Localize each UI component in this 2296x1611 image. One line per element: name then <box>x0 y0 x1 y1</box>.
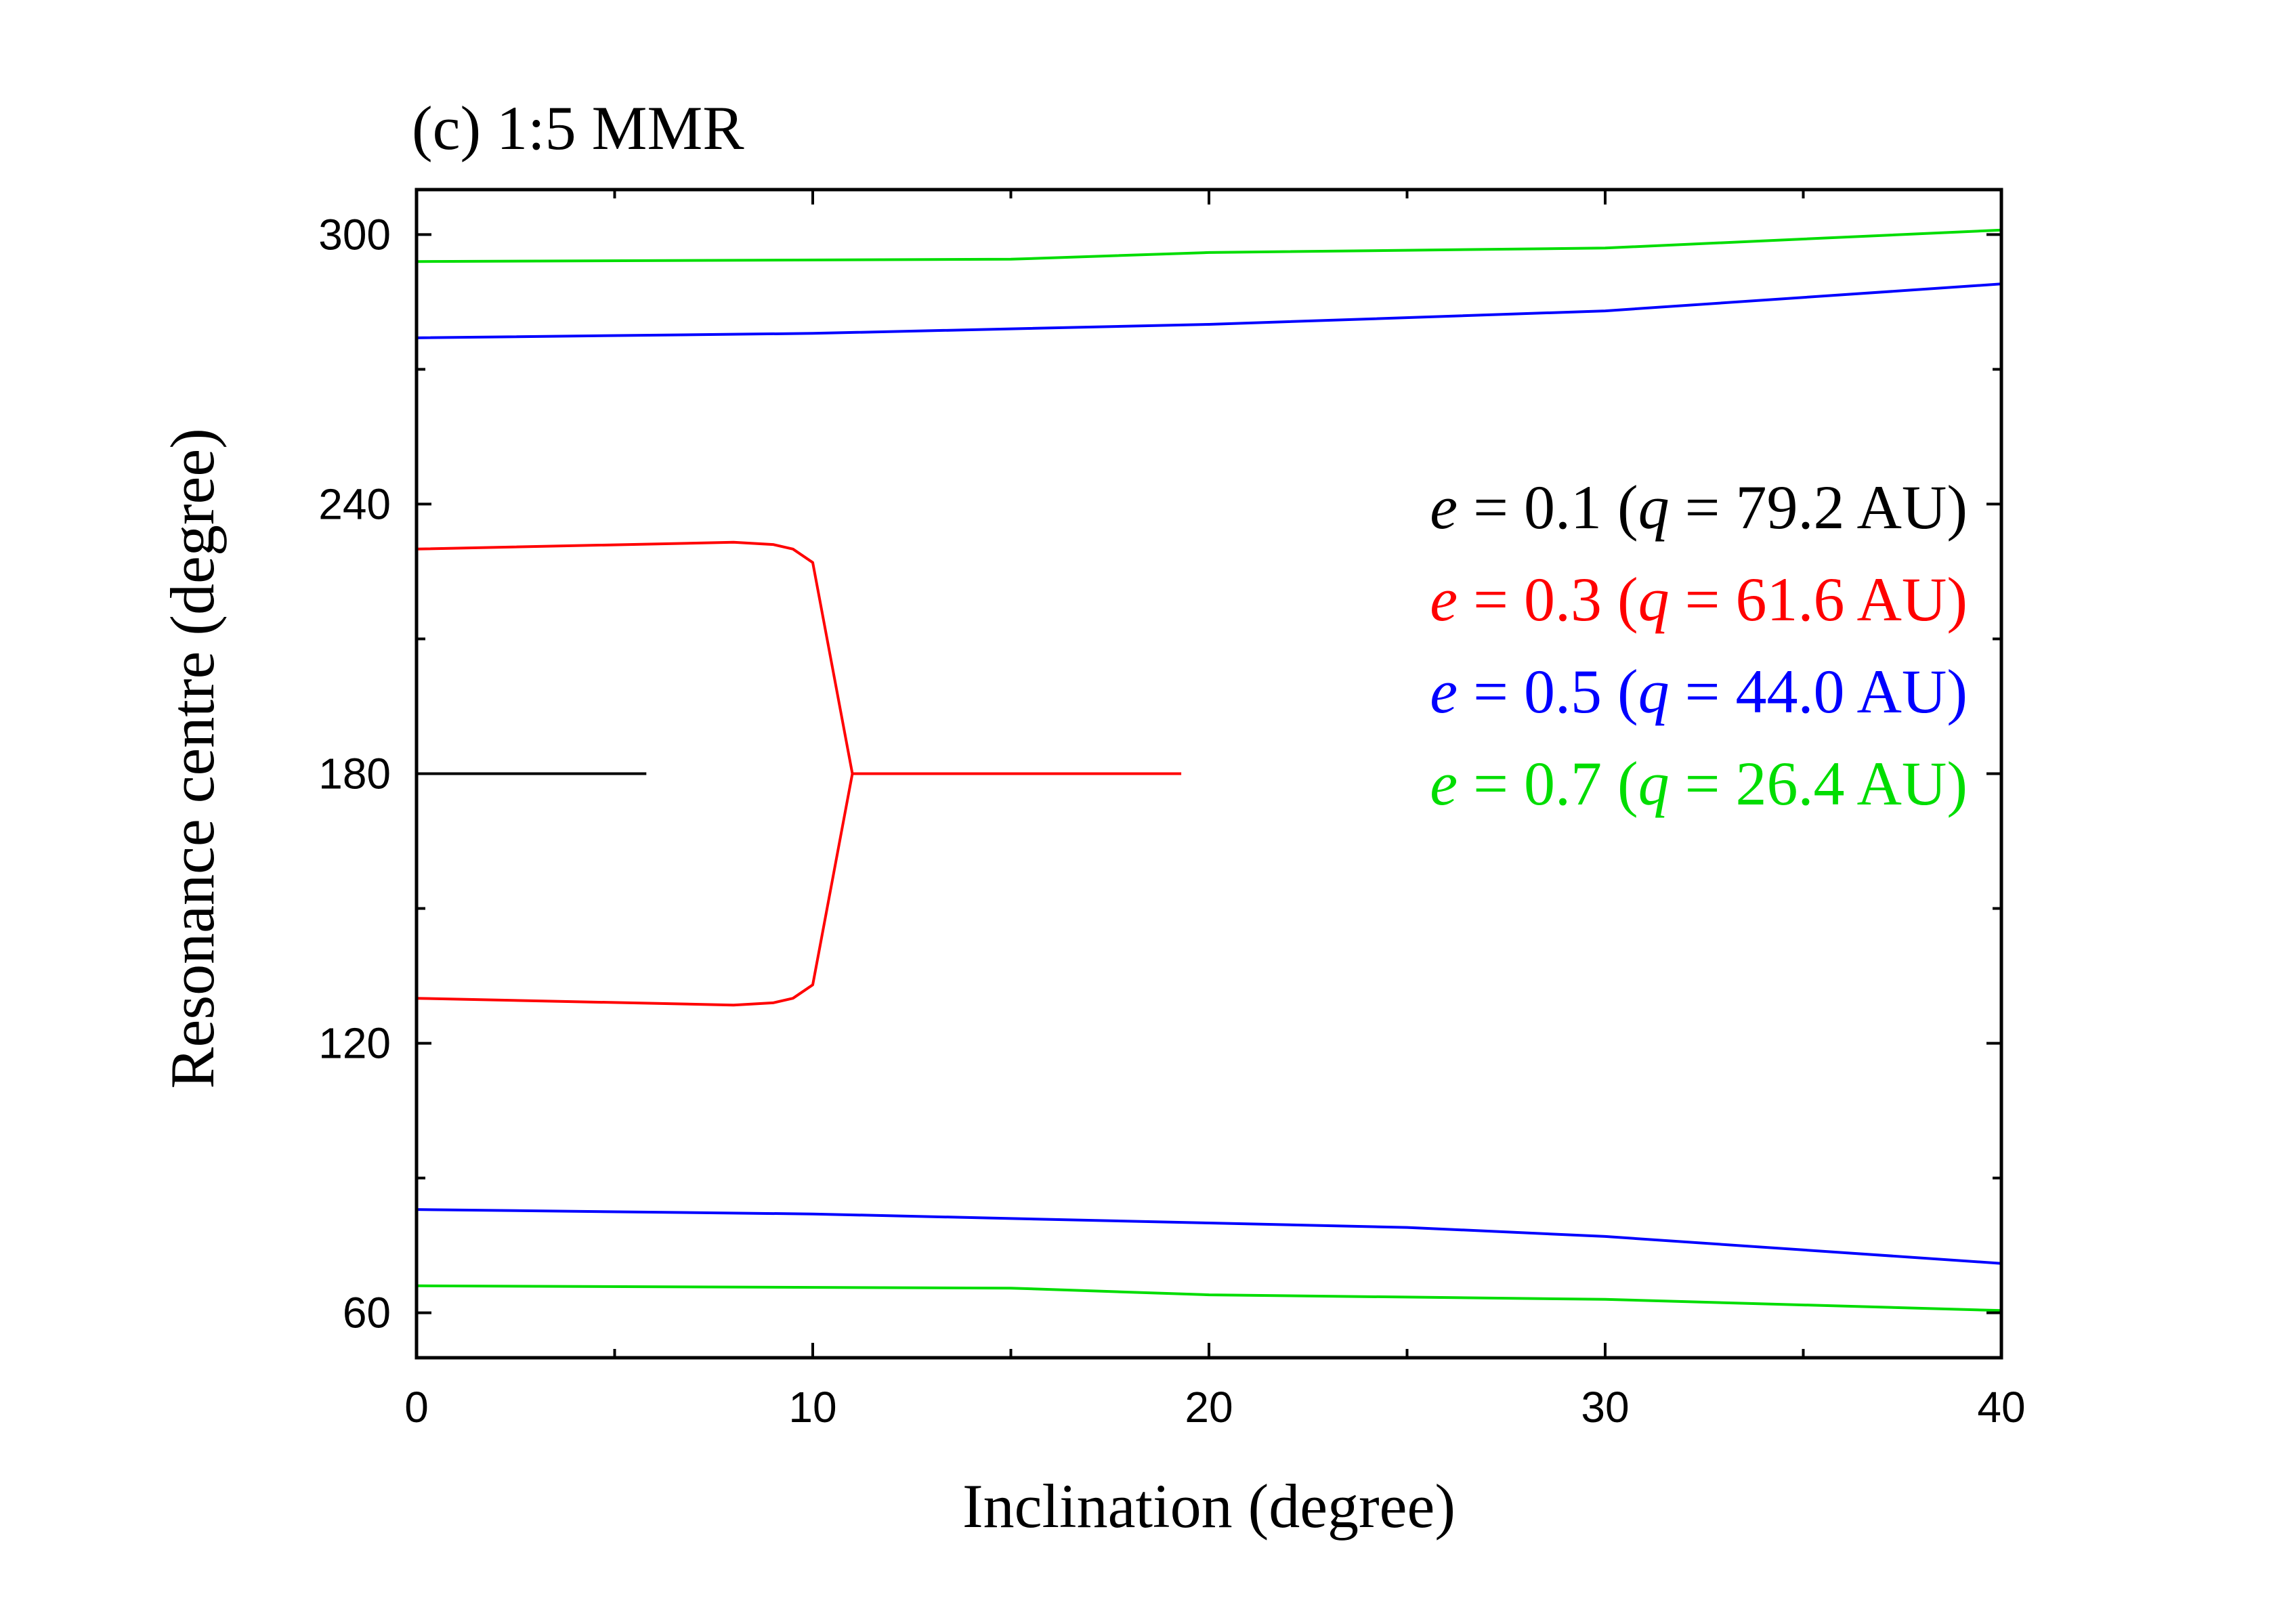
legend-text: = 61.6 AU) <box>1670 565 1968 634</box>
legend-variable: e <box>1430 565 1458 634</box>
series-line-e-0-7-lower <box>416 1284 2002 1312</box>
legend-entry: e = 0.3 (q = 61.6 AU) <box>1430 565 1968 634</box>
tick-labels-layer: 0 10 20 30 40 60 120 180 240 300 <box>318 210 2025 1432</box>
series-line-e-0-5-upper <box>416 282 2002 339</box>
chart-title: (c) 1:5 MMR <box>412 93 744 163</box>
legend-text: = 26.4 AU) <box>1670 749 1968 818</box>
x-tick-label: 40 <box>1977 1383 2025 1432</box>
legend-variable: q <box>1638 749 1670 818</box>
legend-text: 0.3 ( <box>1524 565 1638 634</box>
legend-text: 0.5 ( <box>1524 657 1638 726</box>
x-axis-label: Inclination (degree) <box>962 1472 1455 1541</box>
legend-text: = 44.0 AU) <box>1670 657 1968 726</box>
x-tick-label: 20 <box>1185 1383 1233 1432</box>
legend-text: = 79.2 AU) <box>1670 473 1968 542</box>
legend-variable: e <box>1430 749 1458 818</box>
legend-text: = <box>1458 749 1524 818</box>
legend-variable: q <box>1638 657 1670 726</box>
legend: e = 0.1 (q = 79.2 AU)e = 0.3 (q = 61.6 A… <box>1430 473 1968 818</box>
y-tick-label: 240 <box>318 479 391 528</box>
legend-entry: e = 0.7 (q = 26.4 AU) <box>1430 749 1968 818</box>
ticks-layer <box>415 190 2003 1358</box>
x-tick-label: 30 <box>1581 1383 1629 1432</box>
legend-entry: e = 0.1 (q = 79.2 AU) <box>1430 473 1968 542</box>
legend-text: 0.1 ( <box>1524 473 1638 542</box>
y-tick-label: 120 <box>318 1019 391 1068</box>
series-line-e-0-3-lower <box>416 773 854 1007</box>
legend-variable: e <box>1430 473 1458 542</box>
legend-variable: q <box>1638 473 1670 542</box>
y-axis-label: Resonance centre (degree) <box>158 428 227 1089</box>
legend-variable: q <box>1638 565 1670 634</box>
legend-text: = <box>1458 473 1524 542</box>
legend-text: = <box>1458 565 1524 634</box>
legend-variable: e <box>1430 657 1458 726</box>
y-tick-label: 300 <box>318 210 391 259</box>
series-layer <box>416 228 2002 1312</box>
legend-text: 0.7 ( <box>1524 749 1638 818</box>
x-tick-label: 0 <box>404 1383 429 1432</box>
y-tick-label: 180 <box>318 750 391 798</box>
y-tick-label: 60 <box>343 1289 391 1337</box>
series-line-e-0-3-upper <box>416 540 1182 775</box>
series-line-e-0-5-lower <box>416 1208 2002 1265</box>
legend-entry: e = 0.5 (q = 44.0 AU) <box>1430 657 1968 726</box>
series-line-e-0-7-upper <box>416 228 2002 263</box>
x-tick-label: 10 <box>788 1383 836 1432</box>
legend-text: = <box>1458 657 1524 726</box>
